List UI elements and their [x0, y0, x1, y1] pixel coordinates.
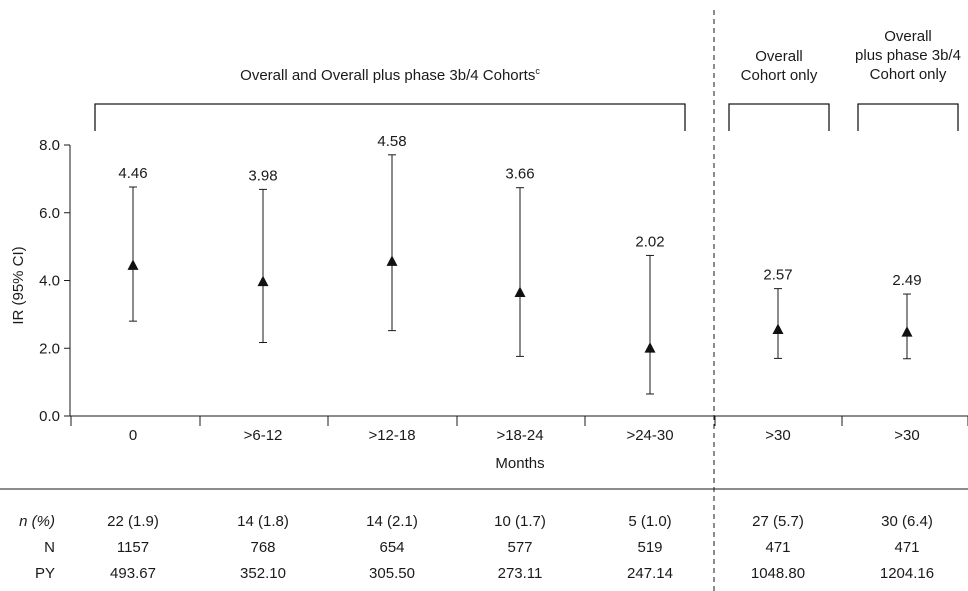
table-cell: 10 (1.7) [494, 513, 546, 530]
group-label-overall-line: Cohort only [741, 67, 818, 84]
y-axis-label: IR (95% CI) [10, 246, 27, 324]
x-tick-label: >18-24 [496, 427, 543, 444]
data-label: 3.66 [505, 166, 534, 183]
table-row-label: N [44, 539, 55, 556]
table-cell: 5 (1.0) [628, 513, 671, 530]
y-tick-label: 2.0 [39, 340, 60, 357]
table-cell: 22 (1.9) [107, 513, 159, 530]
group-bracket-overall-plus [857, 103, 959, 131]
data-label: 3.98 [248, 167, 277, 184]
table-cell: 519 [637, 539, 662, 556]
x-axis-title: Months [495, 455, 544, 472]
table-cell: 273.11 [498, 565, 543, 582]
data-point-triangle [127, 259, 139, 270]
y-tick-label: 4.0 [39, 273, 60, 290]
table-cell: 14 (2.1) [366, 513, 418, 530]
table-cell: 305.50 [369, 565, 415, 582]
table-cell: 30 (6.4) [881, 513, 933, 530]
table-cell: 471 [765, 539, 790, 556]
x-tick-label: >30 [765, 427, 790, 444]
group-bracket-main [94, 103, 686, 131]
group-label-overall-plus-line: Overall [884, 28, 932, 45]
table-cell: 654 [379, 539, 404, 556]
table-cell: 1048.80 [751, 565, 805, 582]
group-label-superscript: c [535, 66, 540, 76]
x-tick-label: >6-12 [244, 427, 283, 444]
x-tick-label: >30 [894, 427, 919, 444]
group-label-main: Overall and Overall plus phase 3b/4 Coho… [240, 66, 540, 84]
y-tick-label: 8.0 [39, 137, 60, 154]
x-tick-label: >24-30 [626, 427, 673, 444]
table-cell: 768 [250, 539, 275, 556]
data-point-triangle [514, 286, 526, 298]
data-label: 4.58 [377, 133, 406, 150]
table-cell: 247.14 [627, 565, 673, 582]
table-cell: 14 (1.8) [237, 513, 289, 530]
table-cell: 493.67 [110, 565, 156, 582]
table-cell: 1204.16 [880, 565, 934, 582]
data-point-triangle [901, 326, 913, 337]
data-label: 2.49 [892, 272, 921, 289]
table-cell: 471 [894, 539, 919, 556]
table-cell: 1157 [117, 539, 149, 556]
group-bracket-overall [728, 103, 830, 131]
x-tick-label: >12-18 [368, 427, 415, 444]
group-label-overall-plus-line: Cohort only [870, 66, 947, 83]
table-row-label: PY [35, 565, 55, 582]
y-tick-label: 6.0 [39, 205, 60, 222]
table-cell: 577 [507, 539, 532, 556]
data-label: 2.02 [635, 233, 664, 250]
x-tick-label: 0 [129, 427, 137, 444]
y-tick-label: 0.0 [39, 408, 60, 425]
data-label: 2.57 [763, 267, 792, 284]
group-label-overall-line: Overall [755, 48, 803, 65]
table-cell: 27 (5.7) [752, 513, 804, 530]
data-point-triangle [257, 275, 269, 287]
data-point-triangle [386, 255, 398, 266]
table-row-label: n (%) [19, 513, 55, 530]
data-point-triangle [772, 323, 784, 334]
group-label-overall-plus-line: plus phase 3b/4 [855, 47, 961, 64]
table-cell: 352.10 [240, 565, 286, 582]
data-point-triangle [644, 342, 656, 353]
data-label: 4.46 [118, 165, 147, 182]
